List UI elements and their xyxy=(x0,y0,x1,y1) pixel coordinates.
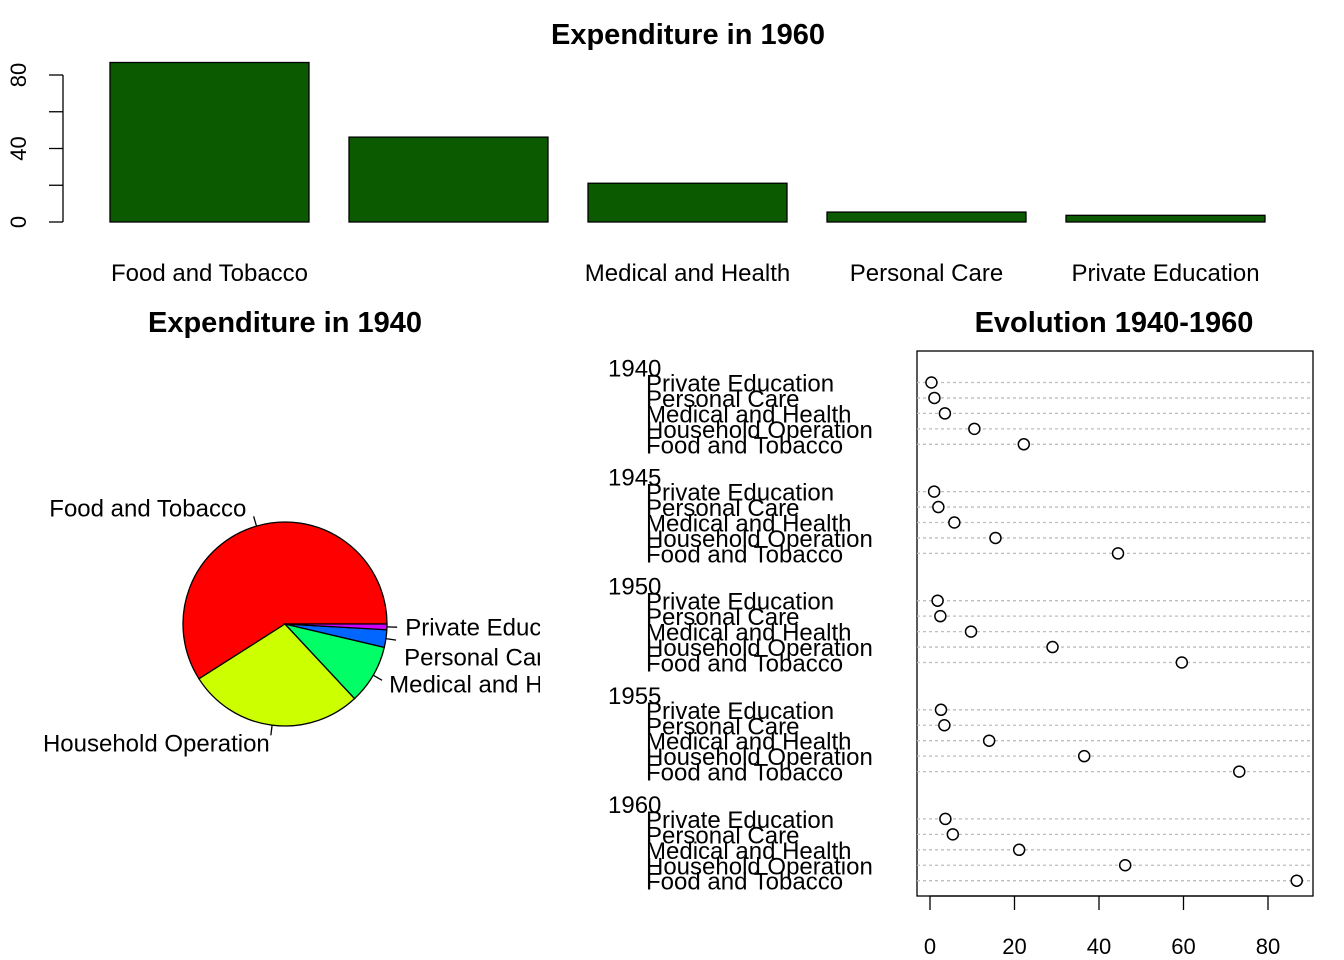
dot-point-1-3 xyxy=(989,531,1002,545)
dot-group-label-0: 1940 xyxy=(608,356,661,383)
bar-y-axis: 0 40 80 xyxy=(6,63,64,228)
dot-item-label-3-0: Private Education xyxy=(646,698,834,725)
dot-point-2-2 xyxy=(964,625,978,638)
dot-item-label-2-1: Personal Care xyxy=(646,604,799,631)
dot-point-3-1 xyxy=(938,719,951,732)
dot-item-label-3-2: Medical and Health xyxy=(646,729,851,756)
pie-leader-2 xyxy=(372,674,383,681)
dot-point-1-2 xyxy=(948,516,961,529)
pie-label-1: Household Operation xyxy=(43,730,270,757)
bar-2 xyxy=(587,182,788,223)
dot-item-label-3-1: Personal Care xyxy=(646,713,799,740)
pie-label-0: Food and Tobacco xyxy=(49,495,246,522)
dot-item-label-4-0: Private Education xyxy=(646,807,834,834)
dot-point-2-1 xyxy=(934,609,947,623)
dot-point-0-1 xyxy=(928,391,941,405)
pie-leader-0 xyxy=(252,516,258,527)
dot-chart-title: Evolution 1940-1960 xyxy=(975,307,1254,339)
bar-y-tick-label-0: 0 xyxy=(6,216,31,228)
dot-x-tick-label-1: 20 xyxy=(1002,934,1026,959)
dot-item-label-4-4: Food and Tobacco xyxy=(646,869,843,896)
dot-x-tick-label-4: 80 xyxy=(1256,934,1280,959)
dot-item-label-1-2: Medical and Health xyxy=(646,511,851,538)
pie-label-4: Private Education xyxy=(405,614,593,641)
dot-point-3-3 xyxy=(1077,749,1091,763)
pie-chart-title: Expenditure in 1940 xyxy=(148,307,422,339)
dot-point-4-0 xyxy=(939,812,952,826)
bar-4 xyxy=(1065,214,1266,223)
dot-item-label-4-1: Personal Care xyxy=(646,822,799,849)
dot-point-2-3 xyxy=(1046,640,1059,654)
bar-3 xyxy=(826,211,1027,223)
dot-point-0-0 xyxy=(925,376,938,389)
dot-point-2-4 xyxy=(1175,656,1189,669)
dot-item-label-1-1: Personal Care xyxy=(646,495,799,522)
dot-item-label-0-1: Personal Care xyxy=(646,386,799,413)
pie-label-2: Medical and Health xyxy=(389,671,594,698)
dot-item-label-3-4: Food and Tobacco xyxy=(646,760,843,787)
dot-x-tick-label-2: 40 xyxy=(1087,934,1111,959)
dot-point-0-3 xyxy=(968,422,981,436)
dot-point-3-4 xyxy=(1233,765,1246,778)
bar-chart-title: Expenditure in 1960 xyxy=(551,19,825,51)
dot-item-label-0-3: Household Operation xyxy=(646,417,873,444)
bar-category-label-3: Personal Care xyxy=(850,260,1003,287)
dot-point-2-0 xyxy=(931,594,944,607)
dot-item-label-1-3: Household Operation xyxy=(646,526,873,553)
dot-point-4-1 xyxy=(946,828,960,841)
dot-group-label-3: 1955 xyxy=(608,683,661,710)
dot-item-label-3-3: Household Operation xyxy=(646,744,873,771)
bar-0 xyxy=(109,61,310,223)
bar-1 xyxy=(348,136,549,223)
dot-point-4-4 xyxy=(1290,874,1303,887)
dot-point-1-1 xyxy=(932,500,945,514)
pie-marks: Food and Tobacco Household Operation Medic… xyxy=(43,495,594,757)
dot-grid xyxy=(917,381,1313,882)
dot-item-label-0-0: Private Education xyxy=(646,371,834,398)
bar-category-label-2: Medical and Health xyxy=(585,260,790,287)
pie-leader-3 xyxy=(385,637,397,641)
dot-points xyxy=(925,376,1303,887)
dot-item-label-2-2: Medical and Health xyxy=(646,620,851,647)
bar-chart: Expenditure in 1960 0 40 80 Food and Tobac… xyxy=(6,19,1266,287)
dot-point-4-2 xyxy=(1012,843,1026,857)
dot-point-3-0 xyxy=(934,703,948,717)
dot-point-1-4 xyxy=(1111,547,1125,560)
dot-point-1-0 xyxy=(927,485,941,498)
pie-chart: Expenditure in 1940 Food and Tobacco Hous… xyxy=(43,307,594,757)
dot-group-label-4: 1960 xyxy=(608,792,661,819)
dot-point-0-4 xyxy=(1017,438,1031,451)
dot-x-tick-label-0: 0 xyxy=(924,934,936,959)
dot-item-label-1-0: Private Education xyxy=(646,480,834,507)
dot-item-label-1-4: Food and Tobacco xyxy=(646,541,843,568)
dot-item-label-2-0: Private Education xyxy=(646,589,834,616)
dot-item-label-4-3: Household Operation xyxy=(646,853,873,880)
bar-marks: Food and Tobacco Medical and Health Person… xyxy=(109,61,1266,287)
dot-item-label-2-4: Food and Tobacco xyxy=(646,651,843,678)
dot-group-label-1: 1945 xyxy=(608,465,661,492)
dot-point-4-3 xyxy=(1118,859,1132,872)
dot-item-label-2-3: Household Operation xyxy=(646,635,873,662)
dot-item-label-0-2: Medical and Health xyxy=(646,401,851,428)
pie-label-3: Personal Care xyxy=(404,644,557,671)
bar-category-label-4: Private Education xyxy=(1071,260,1259,287)
pie-leader-1 xyxy=(270,725,273,736)
dot-group-label-2: 1950 xyxy=(608,574,661,601)
bar-category-label-0: Food and Tobacco xyxy=(111,260,308,287)
dot-x-axis: 0 20 40 60 80 xyxy=(924,895,1280,959)
dot-item-label-4-2: Medical and Health xyxy=(646,838,851,865)
dot-point-0-2 xyxy=(938,407,952,420)
pie-slice-0 xyxy=(182,521,388,680)
bar-y-tick-label-2: 80 xyxy=(6,63,31,87)
dot-item-label-0-4: Food and Tobacco xyxy=(646,432,843,459)
dot-point-3-2 xyxy=(982,734,996,747)
bar-y-tick-label-1: 40 xyxy=(6,136,31,160)
dot-x-tick-label-3: 60 xyxy=(1171,934,1195,959)
